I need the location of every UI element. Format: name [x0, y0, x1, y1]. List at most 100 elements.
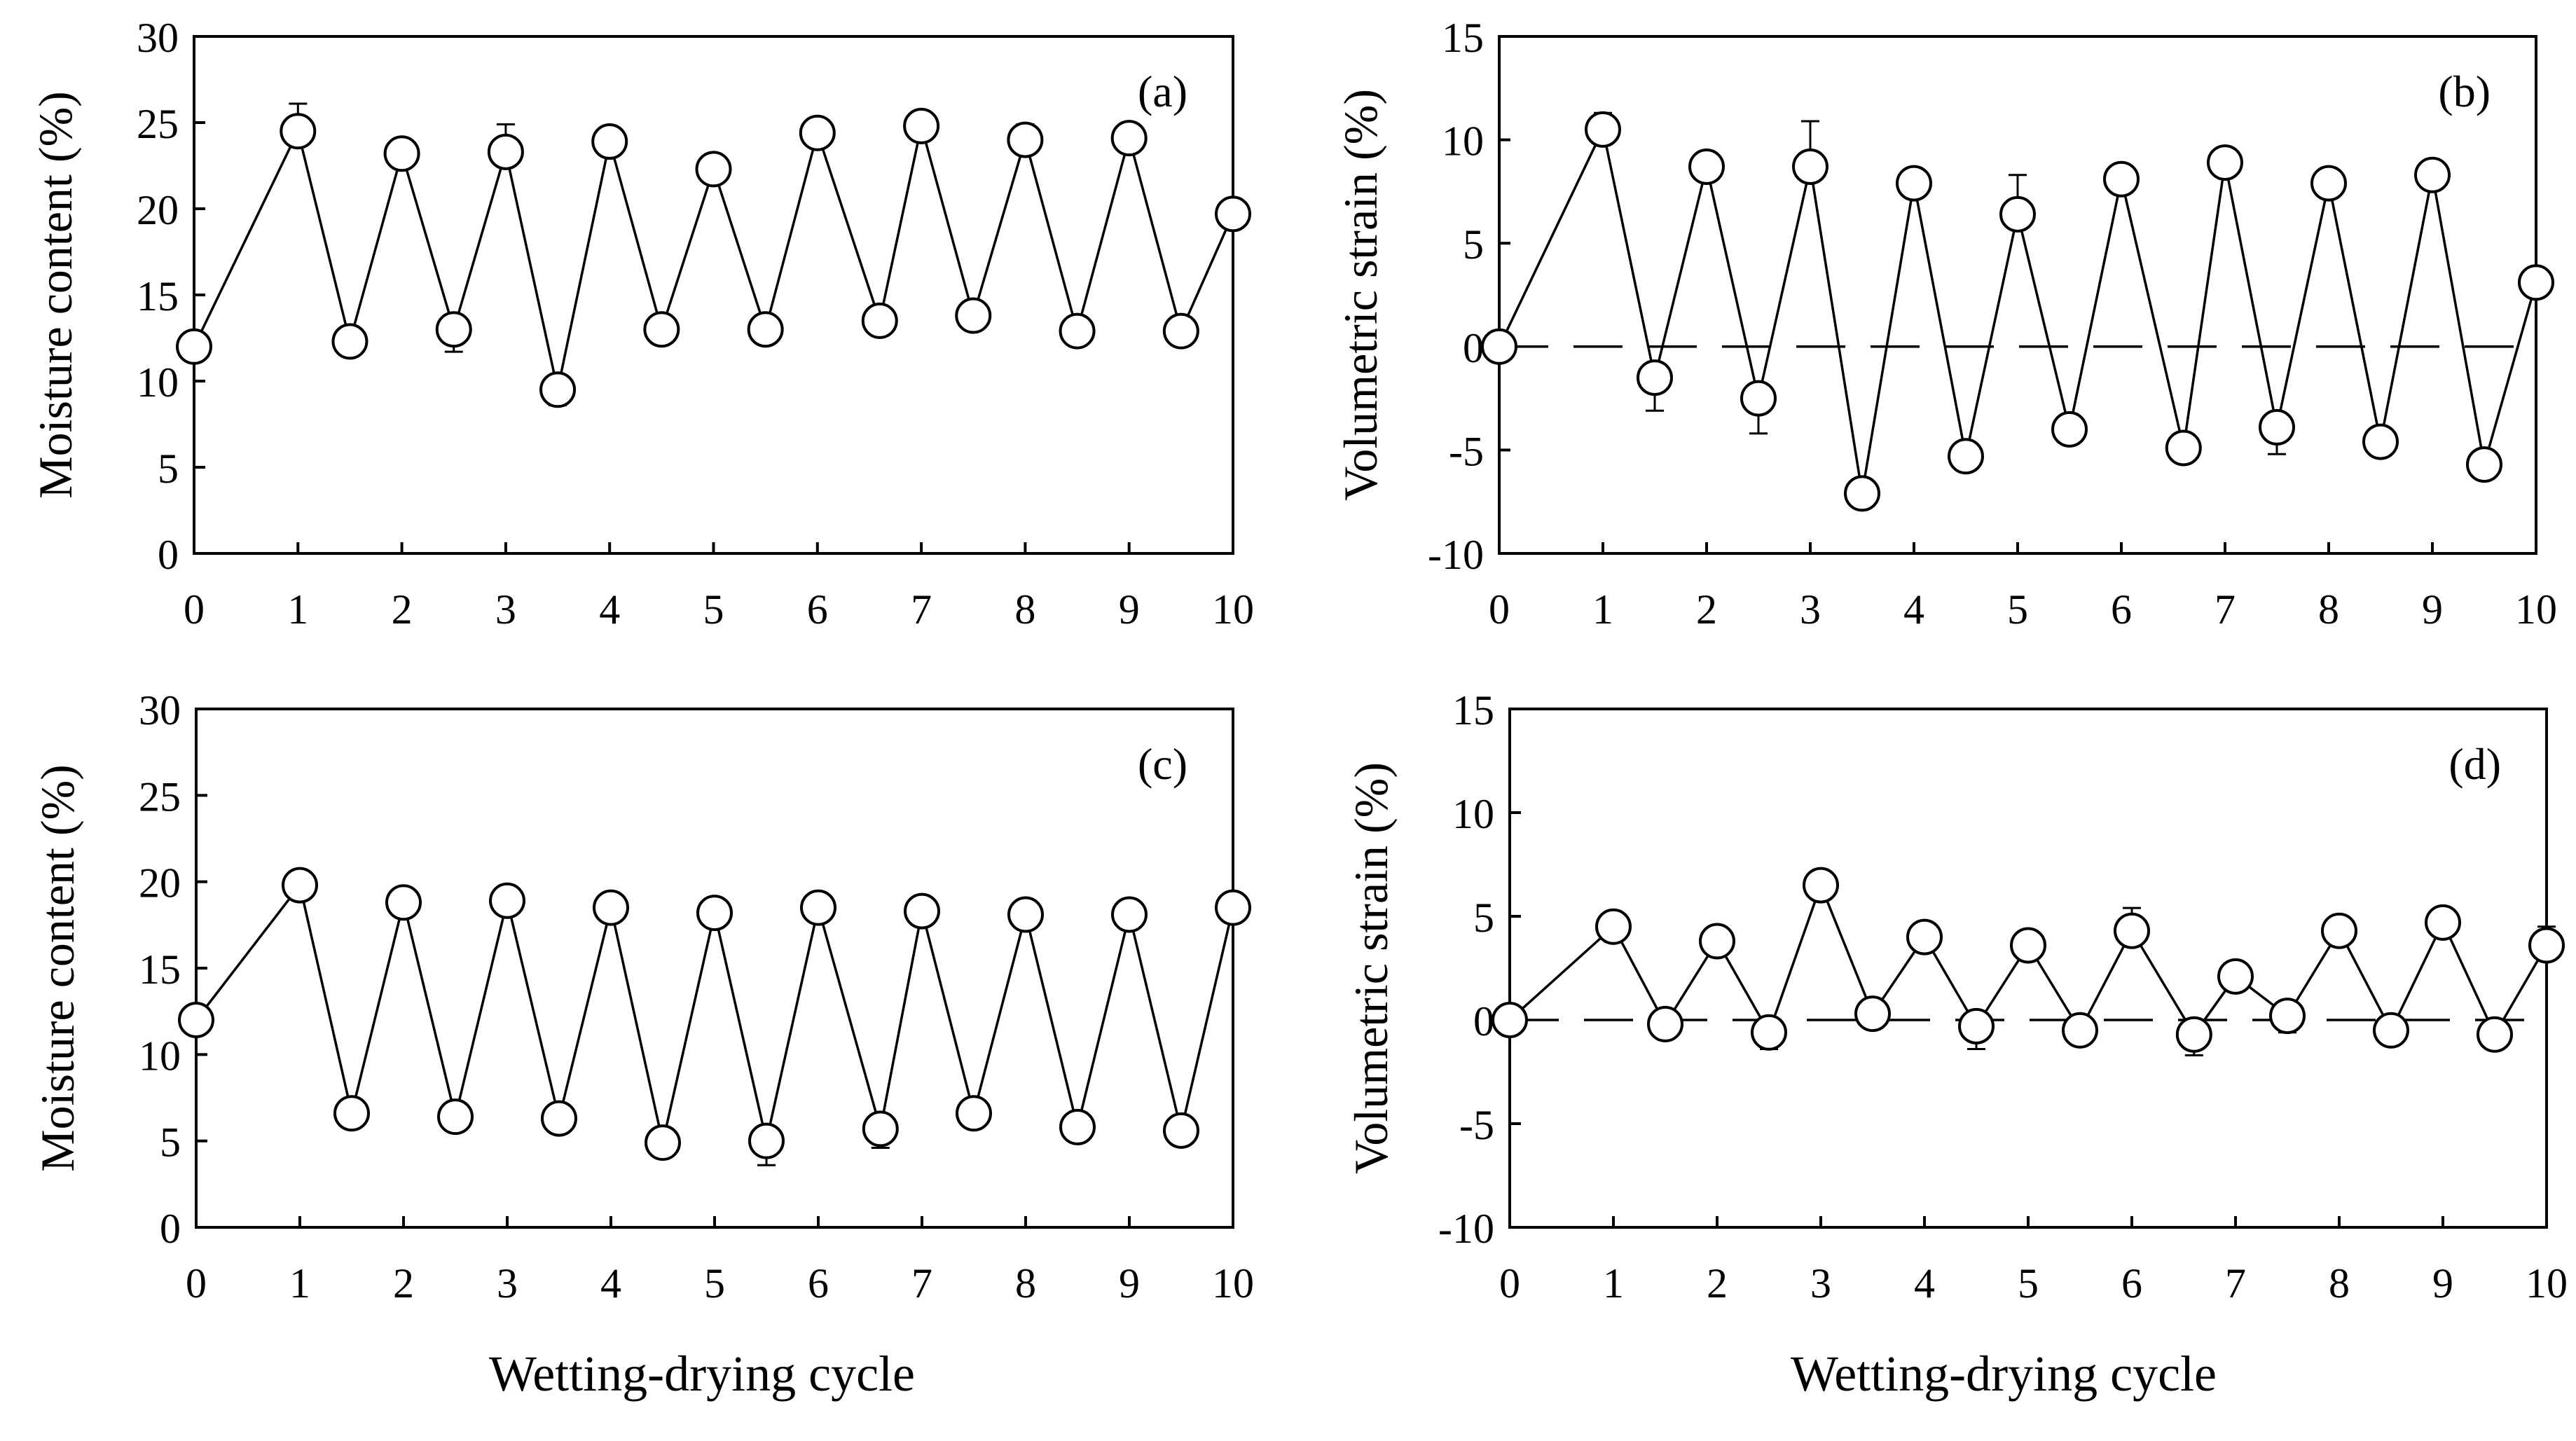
data-point	[1492, 1002, 1528, 1038]
y-tick-label: 20	[137, 187, 179, 233]
chart-c: 0 5 10 15 20 25 30 0 1 2 3 4 5 6 7 8 9 10 Moisture content…	[31, 687, 1254, 1306]
y-tick-label: 15	[139, 946, 181, 993]
data-point	[591, 123, 628, 160]
data-point	[904, 892, 940, 930]
data-point	[2518, 264, 2554, 301]
y-tick-label: -10	[1428, 532, 1484, 578]
x-tick-label: 6	[808, 1260, 829, 1306]
x-tick-label: 9	[1119, 586, 1140, 633]
data-point	[385, 884, 422, 921]
data-point	[1059, 312, 1096, 350]
x-tick-label: 3	[1810, 1260, 1831, 1306]
x-tick-label: 9	[2422, 586, 2443, 633]
panel-label: (b)	[2438, 67, 2491, 116]
x-tick-label: 0	[1499, 1260, 1520, 1306]
y-axis-title: Volumetric strain (%)	[1344, 762, 1398, 1174]
data-point	[862, 1110, 899, 1147]
x-tick-label: 7	[911, 586, 932, 633]
data-point	[2310, 165, 2347, 202]
data-point	[2207, 144, 2243, 181]
x-tick-label: 9	[2432, 1260, 2453, 1306]
plot-frame	[195, 708, 1234, 1229]
x-axis-title-left: Wetting-drying cycle	[489, 1346, 915, 1402]
data-point	[383, 135, 420, 172]
series-line	[1498, 125, 2537, 494]
data-point	[176, 328, 212, 365]
data-point	[2373, 1012, 2409, 1049]
data-point	[331, 323, 369, 360]
data-point	[1110, 120, 1148, 157]
data-point	[2466, 446, 2502, 483]
data-point	[489, 882, 525, 919]
y-tick-label: 25	[139, 773, 181, 820]
y-tick-label: 10	[139, 1033, 181, 1079]
y-axis-title: Moisture content (%)	[29, 91, 82, 499]
data-point	[2425, 904, 2461, 941]
x-tick-label: 5	[2018, 1260, 2039, 1306]
data-point	[800, 889, 836, 926]
y-tick-label: -5	[1459, 1102, 1494, 1148]
chart-d: -10 -5 0 5 10 15 0 1 2 3 4 5 6 7 8 9 10 Volumetric strain…	[1344, 687, 2568, 1306]
x-tick-label: 2	[1707, 1260, 1728, 1306]
data-point	[593, 889, 629, 926]
data-point	[1007, 121, 1044, 158]
x-tick-label: 0	[184, 586, 205, 633]
x-axis-title-right: Wetting-drying cycle	[1791, 1346, 2217, 1402]
data-point	[2414, 156, 2451, 193]
data-point	[955, 297, 992, 334]
y-tick-label: 0	[1463, 325, 1484, 371]
series-line	[195, 882, 1234, 1143]
y-tick-label: 0	[158, 532, 179, 578]
data-point	[696, 895, 733, 932]
panel-label: (d)	[2448, 739, 2501, 789]
data-point	[1162, 312, 1199, 350]
x-tick-label: 4	[1903, 586, 1924, 633]
y-tick-label: 30	[139, 687, 181, 733]
y-tick-label: -5	[1449, 428, 1484, 474]
data-point	[956, 1095, 992, 1132]
x-tick-label: 4	[1914, 1260, 1935, 1306]
data-point	[643, 311, 680, 348]
x-tick-label: 0	[1489, 586, 1510, 633]
data-point	[1111, 896, 1148, 933]
data-point	[2051, 411, 2088, 448]
y-tick-label: 20	[139, 860, 181, 906]
data-point	[645, 1124, 681, 1161]
data-point	[282, 867, 318, 904]
x-tick-label: 5	[703, 586, 724, 633]
data-point	[539, 371, 577, 408]
x-tick-label: 1	[289, 1260, 310, 1306]
x-tick-label: 0	[186, 1260, 207, 1306]
x-tick-label: 8	[2329, 1260, 2350, 1306]
y-tick-label: -10	[1438, 1206, 1494, 1252]
plot-frame	[193, 35, 1234, 555]
y-tick-label: 25	[137, 101, 179, 147]
series-line	[193, 125, 1234, 390]
data-point	[2010, 927, 2046, 964]
x-tick-label: 7	[911, 1260, 932, 1306]
x-tick-label: 6	[2111, 586, 2132, 633]
data-point	[799, 114, 836, 151]
x-tick-label: 8	[1015, 1260, 1036, 1306]
data-point	[1215, 195, 1251, 233]
data-point	[1751, 1014, 1787, 1051]
plot-frame	[1508, 708, 2548, 1229]
panel-label: (c)	[1138, 739, 1187, 789]
data-point	[861, 302, 898, 339]
data-point	[487, 133, 524, 170]
data-point	[903, 107, 940, 144]
data-point	[747, 311, 784, 348]
x-tick-label: 2	[1696, 586, 1717, 633]
x-tick-label: 6	[2121, 1260, 2142, 1306]
data-point	[1059, 1108, 1096, 1145]
x-tick-label: 5	[2007, 586, 2028, 633]
x-tick-label: 1	[287, 586, 308, 633]
data-point	[1740, 380, 1777, 417]
x-tick-label: 2	[393, 1260, 414, 1306]
data-point	[1948, 438, 1984, 475]
data-point	[435, 311, 472, 348]
x-tick-label: 7	[2215, 586, 2236, 633]
data-point	[1007, 896, 1044, 933]
y-tick-label: 5	[1463, 221, 1484, 268]
